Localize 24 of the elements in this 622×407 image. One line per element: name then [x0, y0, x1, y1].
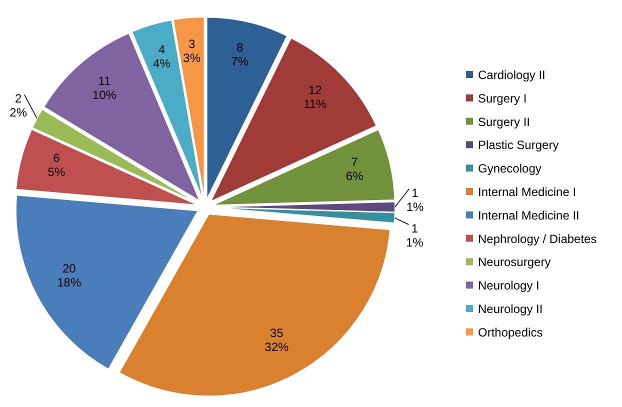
- data-label: 6 5%: [48, 150, 66, 179]
- legend-label: Neurology II: [478, 302, 543, 316]
- legend-label: Surgery II: [478, 114, 530, 129]
- legend-label: Plastic Surgery: [478, 138, 559, 152]
- data-label: 7 6%: [346, 155, 364, 184]
- legend-label: Surgery I: [478, 91, 527, 106]
- data-label: 3 3%: [183, 36, 201, 65]
- legend-label: Neurology I: [478, 278, 540, 293]
- legend-label: Orthopedics: [478, 325, 543, 340]
- data-label: 4 4%: [153, 42, 171, 71]
- data-label: 35 32%: [264, 326, 290, 354]
- legend-label: Internal Medicine II: [478, 208, 580, 222]
- legend-label: Neurosurgery: [478, 255, 551, 270]
- legend-label: Nephrology / Diabetes: [478, 232, 597, 246]
- legend-label: Internal Medicine I: [478, 185, 576, 199]
- data-label: 1 1%: [406, 222, 424, 250]
- data-label: 12 11%: [304, 82, 328, 111]
- legend-label: Gynecology: [478, 162, 542, 176]
- data-label: 8 7%: [231, 40, 249, 68]
- data-label: 1 1%: [406, 186, 424, 214]
- data-label: 20 18%: [57, 262, 82, 290]
- data-label: 11 10%: [92, 74, 117, 102]
- legend-label: Cardiology II: [478, 68, 546, 82]
- data-label: 2 2%: [10, 92, 28, 120]
